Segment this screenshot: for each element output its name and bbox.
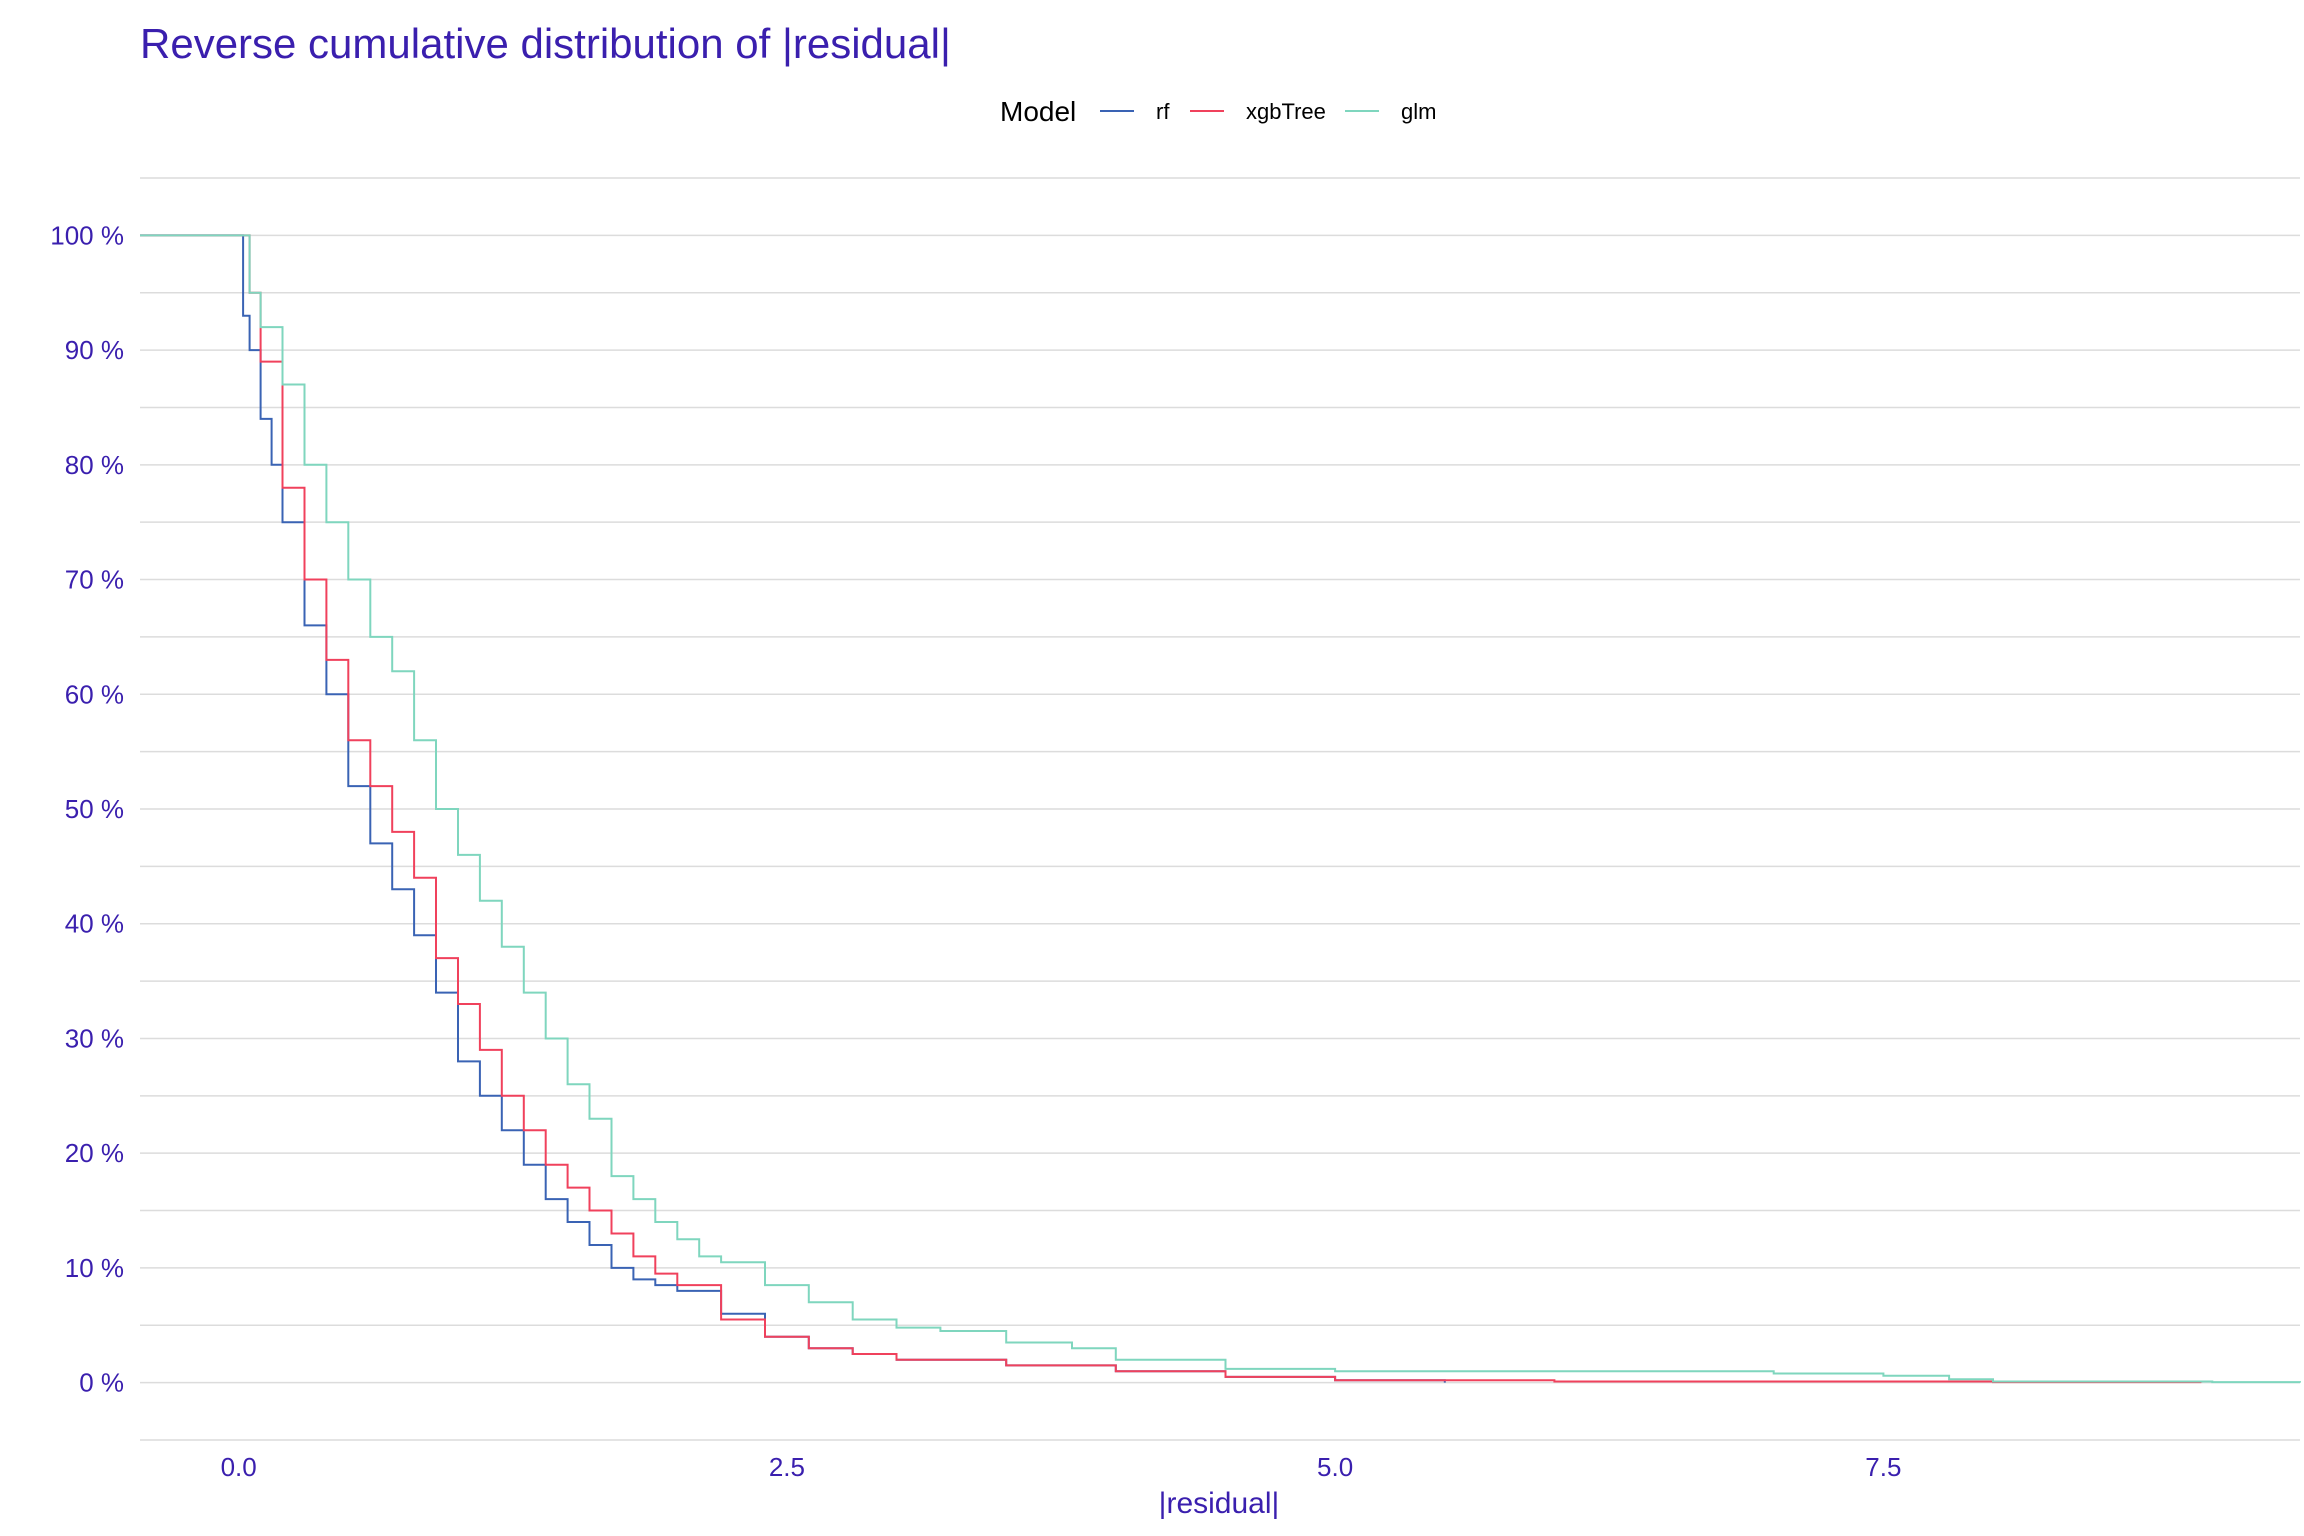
y-tick-label: 40 % xyxy=(65,909,124,939)
x-axis-label: |residual| xyxy=(1159,1487,1280,1520)
y-tick-label: 30 % xyxy=(65,1023,124,1053)
legend: Model rf xgbTree glm xyxy=(1000,96,1436,127)
y-tick-label: 100 % xyxy=(50,220,124,250)
x-axis-ticks: 0.0 2.5 5.0 7.5 xyxy=(221,1452,1902,1482)
legend-title: Model xyxy=(1000,96,1076,127)
x-tick-label: 2.5 xyxy=(769,1452,805,1482)
y-tick-label: 0 % xyxy=(79,1368,124,1398)
series-lines xyxy=(140,234,2301,1384)
chart-title: Reverse cumulative distribution of |resi… xyxy=(140,20,951,67)
y-tick-label: 60 % xyxy=(65,679,124,709)
legend-label-rf: rf xyxy=(1156,99,1170,124)
legend-label-glm: glm xyxy=(1401,99,1436,124)
x-tick-label: 7.5 xyxy=(1865,1452,1901,1482)
y-tick-label: 90 % xyxy=(65,335,124,365)
x-tick-label: 5.0 xyxy=(1317,1452,1353,1482)
legend-label-xgbTree: xgbTree xyxy=(1246,99,1326,124)
y-tick-label: 50 % xyxy=(65,794,124,824)
y-tick-label: 10 % xyxy=(65,1253,124,1283)
y-tick-label: 70 % xyxy=(65,565,124,595)
x-tick-label: 0.0 xyxy=(221,1452,257,1482)
y-axis-ticks: 0 % 10 % 20 % 30 % 40 % 50 % 60 % 70 % 80 % 90 % 1… xyxy=(50,220,124,1397)
y-tick-label: 80 % xyxy=(65,450,124,480)
series-line-glm xyxy=(140,234,2301,1384)
grid xyxy=(140,177,2300,1441)
series-line-xgbTree xyxy=(140,234,2203,1384)
y-tick-label: 20 % xyxy=(65,1138,124,1168)
